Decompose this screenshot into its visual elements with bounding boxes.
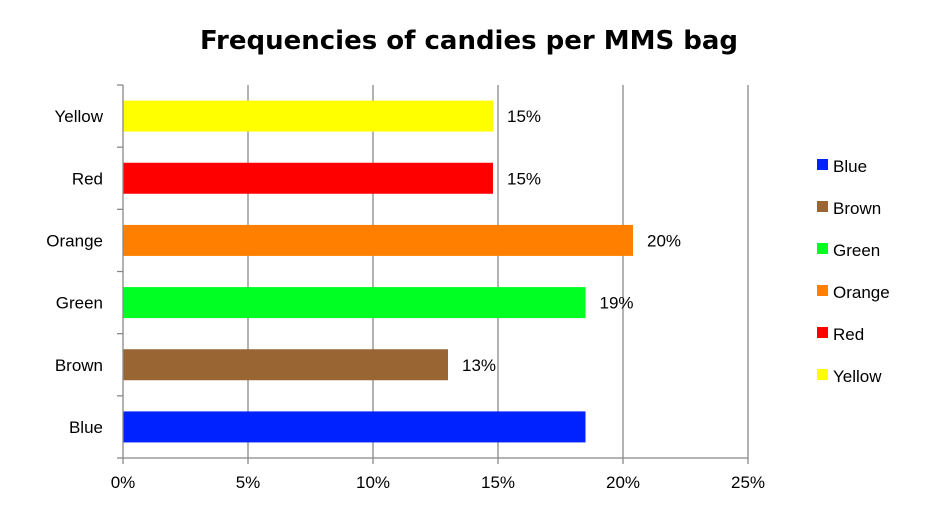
- bar-yellow: [123, 100, 493, 132]
- category-label: Blue: [69, 418, 103, 437]
- chart-title: Frequencies of candies per MMS bag: [199, 26, 739, 56]
- legend-swatch-brown: [817, 201, 828, 212]
- legend-swatch-green: [817, 243, 828, 254]
- bar-brown: [123, 349, 448, 381]
- bar-orange: [123, 224, 633, 256]
- category-label: Brown: [55, 356, 103, 375]
- x-tick-label: 25%: [731, 473, 765, 492]
- category-label: Yellow: [54, 107, 103, 126]
- legend-swatch-red: [817, 327, 828, 338]
- data-label: 20%: [647, 231, 681, 250]
- bar-green: [123, 287, 586, 319]
- bar-blue: [123, 411, 586, 443]
- bar-red: [123, 162, 493, 194]
- legend-label: Orange: [833, 283, 890, 302]
- legend-label: Blue: [833, 157, 867, 176]
- x-tick-label: 20%: [606, 473, 640, 492]
- data-label: 15%: [507, 107, 541, 126]
- legend-swatch-yellow: [817, 369, 828, 380]
- x-tick-label: 10%: [356, 473, 390, 492]
- legend-label: Red: [833, 325, 864, 344]
- labels: Blue Brown 13% Green 19% Orange 20% Red 15% Yello…: [46, 107, 765, 492]
- legend-swatch-blue: [817, 159, 828, 170]
- grid-lines: [247, 85, 749, 458]
- legend-swatch-orange: [817, 285, 828, 296]
- x-tick-label: 5%: [236, 473, 261, 492]
- category-label: Orange: [46, 231, 103, 250]
- x-tick-label: 0%: [111, 473, 136, 492]
- legend-label: Green: [833, 241, 880, 260]
- category-label: Red: [72, 169, 103, 188]
- legend: Blue Brown Green Orange Red Yellow: [817, 157, 890, 386]
- x-tick-label: 15%: [481, 473, 515, 492]
- category-label: Green: [56, 294, 103, 313]
- data-label: 13%: [462, 356, 496, 375]
- bars: [123, 100, 633, 443]
- legend-label: Yellow: [833, 367, 882, 386]
- data-label: 19%: [600, 294, 634, 313]
- legend-label: Brown: [833, 199, 881, 218]
- data-label: 15%: [507, 169, 541, 188]
- axes: [117, 84, 749, 464]
